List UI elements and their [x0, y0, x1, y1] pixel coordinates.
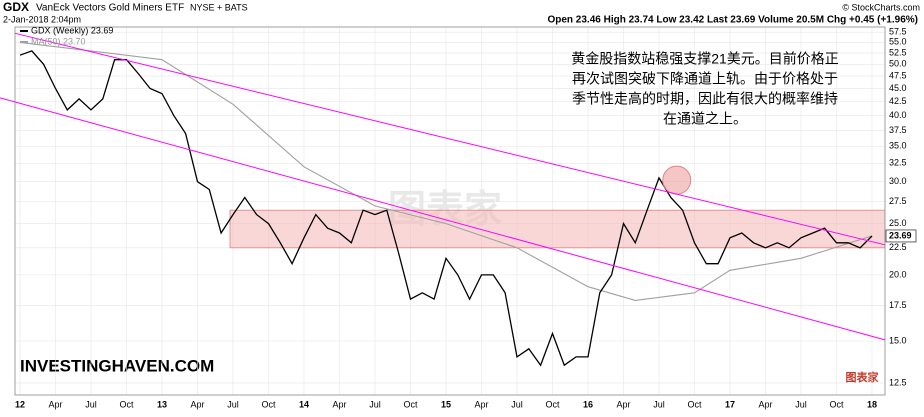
x-tick-label: Oct: [687, 399, 702, 409]
x-tick-label: Jul: [511, 399, 523, 409]
x-tick-label: 16: [583, 399, 593, 409]
x-tick-label: 18: [867, 399, 877, 409]
x-tick-label: Jul: [227, 399, 239, 409]
y-tick-label: 22.5: [889, 242, 907, 252]
x-tick-label: Apr: [190, 399, 204, 409]
y-tick-label: 40.0: [889, 110, 907, 120]
price-line: [19, 50, 873, 367]
copyright: © StockCharts.com: [842, 2, 920, 12]
annotation-line: 再次试图突破下降通道上轨。由于价格处于: [572, 71, 838, 87]
y-tick-label: 17.5: [889, 300, 907, 310]
support-band: [229, 209, 885, 249]
plot: [15, 27, 885, 395]
y-tick-label: 27.5: [889, 196, 907, 206]
x-tick-label: Apr: [474, 399, 488, 409]
y-tick-label: 55.0: [889, 37, 907, 47]
price-line: [19, 41, 873, 301]
x-tick-label: 17: [725, 399, 735, 409]
x-tick-label: Apr: [616, 399, 630, 409]
y-tick-label: 30.0: [889, 176, 907, 186]
y-tick-label: 32.5: [889, 158, 907, 168]
y-tick-label: 42.5: [889, 96, 907, 106]
y-tick-label: 52.5: [889, 47, 907, 57]
brand: INVESTINGHAVEN.COM: [20, 356, 214, 375]
x-tick-label: Oct: [545, 399, 560, 409]
y-tick-label: 20.0: [889, 269, 907, 279]
x-tick-label: 15: [441, 399, 451, 409]
x-tick-label: Apr: [758, 399, 772, 409]
x-tick-label: Jul: [369, 399, 381, 409]
x-tick-label: Oct: [829, 399, 844, 409]
y-tick-label: 15.0: [889, 335, 907, 345]
annotation-line: 黄金股指数站稳强支撑21美元。目前价格正: [571, 51, 839, 67]
x-tick-label: Oct: [261, 399, 276, 409]
annotation-line: 在通道之上。: [663, 111, 747, 127]
last-price-label: 23.69: [889, 230, 912, 240]
y-tick-label: 57.5: [889, 27, 907, 37]
x-tick-label: Apr: [332, 399, 346, 409]
x-tick-label: 14: [299, 399, 309, 409]
watermark: 图表家: [846, 370, 880, 384]
x-tick-label: Jul: [795, 399, 807, 409]
y-tick-label: 25.0: [889, 218, 907, 228]
chart-title: VanEck Vectors Gold Miners ETF: [36, 3, 184, 14]
y-tick-label: 47.5: [889, 70, 907, 80]
last-price-box: [885, 229, 917, 243]
y-tick-label: 45.0: [889, 83, 907, 93]
plot-border: [14, 26, 886, 396]
highlight-circle: [662, 165, 692, 195]
legend-label: GDX (Weekly) 23.69: [31, 25, 113, 35]
symbol: GDX: [3, 0, 29, 14]
x-tick-label: Jul: [653, 399, 665, 409]
y-tick-label: 50.0: [889, 59, 907, 69]
x-tick-label: Oct: [403, 399, 418, 409]
date: 2-Jan-2018 2:04pm: [3, 14, 81, 24]
x-tick-label: 13: [157, 399, 167, 409]
x-tick-label: Jul: [85, 399, 97, 409]
y-tick-label: 12.5: [889, 377, 907, 387]
exchange: NYSE + BATS: [190, 2, 248, 12]
x-tick-label: 12: [15, 399, 25, 409]
channel-line: [14, 32, 886, 246]
y-tick-label: 37.5: [889, 125, 907, 135]
x-tick-label: Apr: [48, 399, 62, 409]
quote: Open 23.46 High 23.74 Low 23.42 Last 23.…: [547, 15, 918, 26]
channel-line: [0, 97, 886, 341]
legend-label: MA(50) 23.70: [31, 36, 86, 46]
y-tick-label: 35.0: [889, 141, 907, 151]
annotation-line: 季节性走高的时期，因此有很大的概率维持: [572, 91, 838, 107]
x-tick-label: Oct: [119, 399, 134, 409]
